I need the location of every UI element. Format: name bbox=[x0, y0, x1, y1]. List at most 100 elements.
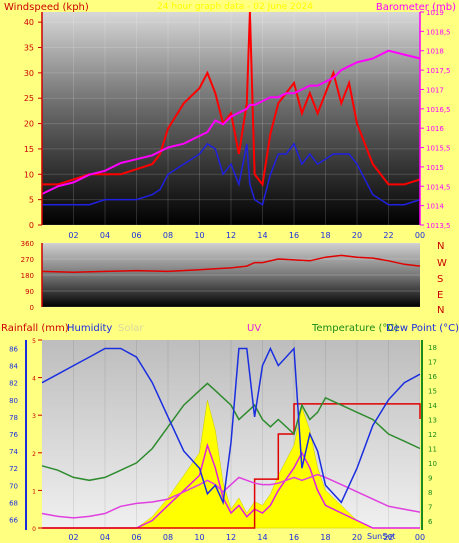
temperature-tick-label: 12 bbox=[428, 431, 437, 439]
top-y-tick-label: 25 bbox=[24, 94, 34, 103]
humidity-label: Humidity bbox=[67, 323, 112, 334]
top-x-tick-label: 22 bbox=[383, 231, 393, 240]
humidity-ticks: 66 68 70 72 74 76 78 80 82 84 86 bbox=[9, 346, 18, 525]
compass-e: E bbox=[437, 290, 443, 301]
bottom-x-tick-label: 10 bbox=[194, 533, 204, 542]
top-y-tick-label: 20 bbox=[24, 120, 34, 129]
humidity-tick-label: 84 bbox=[9, 363, 18, 371]
top-y-tick-label: 40 bbox=[24, 18, 34, 27]
temperature-tick-label: 16 bbox=[428, 373, 437, 381]
temperature-tick-label: 7 bbox=[428, 503, 432, 511]
top-x-tick-label: 02 bbox=[68, 231, 78, 240]
wind-average-line bbox=[42, 142, 421, 206]
top-x-tick-label: 14 bbox=[257, 231, 267, 240]
mid-y-tick-label: 270 bbox=[21, 256, 34, 264]
temperature-tick-label: 10 bbox=[428, 460, 437, 468]
top-y2-tick-label: 1018,5 bbox=[426, 28, 451, 36]
bottom-x-tick-label: 00 bbox=[415, 533, 425, 542]
compass-n-bottom: N bbox=[437, 305, 444, 316]
temperature-ticks: 6 7 8 9 10 11 12 13 14 15 16 17 18 bbox=[428, 344, 437, 526]
bottom-x-ticks: 02 04 06 08 10 12 14 16 18 20 22 00 bbox=[68, 533, 425, 542]
top-y2-tick-label: 1016,5 bbox=[426, 106, 451, 114]
mid-y-tick-label: 180 bbox=[21, 272, 34, 280]
chart-title: 24 hour graph data - 02 June 2024 bbox=[157, 2, 313, 12]
top-y2-tick-label: 1017,5 bbox=[426, 67, 451, 75]
mid-series bbox=[41, 254, 421, 274]
temperature-tick-label: 15 bbox=[428, 388, 437, 396]
sun-markers-label: SunSet bbox=[367, 532, 395, 541]
humidity-tick-label: 80 bbox=[9, 397, 18, 405]
mid-y-tick-label: 90 bbox=[25, 288, 34, 296]
bottom-x-tick-label: 08 bbox=[163, 533, 173, 542]
temperature-label: Temperature (°C) bbox=[311, 323, 398, 334]
mid-y-tick-label: 360 bbox=[21, 240, 34, 248]
temperature-tick-label: 17 bbox=[428, 359, 437, 367]
temperature-tick-label: 8 bbox=[428, 489, 432, 497]
top-x-ticks: 02 04 06 08 10 12 14 16 18 20 22 00 bbox=[68, 231, 425, 240]
barometer-axis-label: Barometer (mb) bbox=[376, 2, 456, 13]
temperature-tick-label: 18 bbox=[428, 344, 437, 352]
rain-tick-label: 5 bbox=[32, 338, 36, 345]
dewpoint-label: Dew Point (°C) bbox=[386, 323, 459, 334]
bottom-x-tick-label: 06 bbox=[131, 533, 141, 542]
humidity-tick-label: 72 bbox=[9, 465, 18, 473]
temperature-line bbox=[41, 382, 421, 482]
rain-tick-label: 0 bbox=[32, 526, 36, 533]
bottom-x-tick-label: 20 bbox=[352, 533, 362, 542]
top-y-tick-label: 30 bbox=[24, 69, 34, 78]
wind-direction-line bbox=[41, 254, 421, 274]
humidity-tick-label: 68 bbox=[9, 499, 18, 507]
bottom-x-tick-label: 22 bbox=[383, 533, 393, 542]
top-y-ticks: 0 5 10 15 20 25 30 35 40 bbox=[24, 12, 43, 230]
mid-plot-area bbox=[42, 243, 420, 307]
humidity-tick-label: 78 bbox=[9, 414, 18, 422]
top-y-tick-label: 5 bbox=[29, 196, 34, 205]
humidity-line bbox=[41, 346, 421, 506]
top-y-tick-label: 35 bbox=[24, 44, 34, 53]
dewpoint-line bbox=[41, 473, 421, 519]
top-y-tick-label: 15 bbox=[24, 145, 34, 154]
rainfall-line bbox=[42, 403, 421, 529]
bottom-x-tick-label: 16 bbox=[289, 533, 299, 542]
rain-tick-label: 4 bbox=[32, 376, 36, 383]
uv-label: UV bbox=[247, 323, 261, 334]
humidity-tick-label: 66 bbox=[9, 516, 18, 524]
top-y-tick-label: 10 bbox=[24, 170, 34, 179]
bottom-x-tick-label: 14 bbox=[257, 533, 267, 542]
top-x-tick-label: 06 bbox=[131, 231, 141, 240]
top-y2-tick-label: 1017 bbox=[426, 86, 444, 94]
top-x-tick-label: 16 bbox=[289, 231, 299, 240]
top-y2-tick-label: 1015 bbox=[426, 164, 444, 172]
rain-tick-label: 3 bbox=[32, 413, 36, 420]
mid-grid bbox=[42, 242, 420, 308]
rain-tick-label: 1 bbox=[32, 488, 36, 495]
temperature-tick-label: 14 bbox=[428, 402, 437, 410]
top-y2-tick-label: 1019 bbox=[426, 9, 444, 17]
mid-y-tick-label: 0 bbox=[30, 304, 34, 312]
humidity-tick-label: 76 bbox=[9, 431, 18, 439]
barometer-line bbox=[41, 49, 421, 195]
temperature-tick-label: 11 bbox=[428, 445, 437, 453]
top-y2-tick-label: 1018 bbox=[426, 48, 444, 56]
top-y2-tick-label: 1016 bbox=[426, 125, 444, 133]
top-series bbox=[41, 11, 421, 206]
humidity-tick-label: 86 bbox=[9, 346, 18, 354]
bottom-x-tick-label: 02 bbox=[68, 533, 78, 542]
rain-tick-label: 2 bbox=[32, 451, 36, 458]
wind-gust-line bbox=[42, 11, 421, 187]
top-x-tick-label: 20 bbox=[352, 231, 362, 240]
wind-direction-panel: 0 90 180 270 360 N W S E N bbox=[21, 240, 447, 316]
top-x-tick-label: 18 bbox=[320, 231, 330, 240]
rain-ticks: 0 1 2 3 4 5 bbox=[32, 338, 42, 533]
mid-y-ticks: 0 90 180 270 360 bbox=[21, 240, 43, 312]
compass-n-top: N bbox=[437, 241, 444, 252]
top-x-tick-label: 00 bbox=[415, 231, 425, 240]
top-x-tick-label: 04 bbox=[100, 231, 110, 240]
bottom-x-tick-label: 12 bbox=[226, 533, 236, 542]
solar-label: Solar bbox=[118, 323, 144, 334]
top-x-tick-label: 12 bbox=[226, 231, 236, 240]
compass-w: W bbox=[437, 258, 447, 269]
temperature-tick-label: 13 bbox=[428, 417, 437, 425]
